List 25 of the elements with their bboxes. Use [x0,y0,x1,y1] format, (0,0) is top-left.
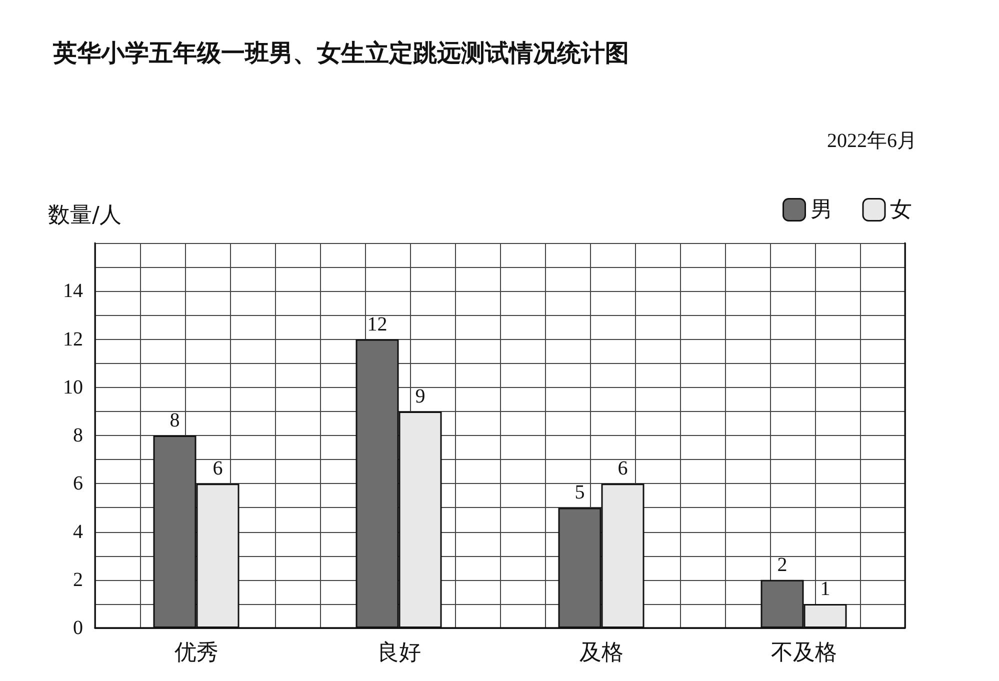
chart-subtitle: 2022年6月 [827,130,917,152]
y-tick-label: 4 [73,520,83,543]
data-label: 9 [415,385,426,408]
y-tick-label: 0 [73,617,83,639]
chart-title: 英华小学五年级一班男、女生立定跳远测试情况统计图 [52,39,629,67]
y-tick-label: 6 [73,472,83,495]
y-tick-label: 12 [63,328,83,350]
y-tick-label: 8 [73,424,83,446]
y-tick-label: 2 [73,568,83,591]
data-label: 6 [618,458,628,480]
x-tick-label: 良好 [376,640,421,666]
y-tick-label: 10 [63,376,83,398]
data-label: 2 [777,554,788,576]
data-label: 5 [574,482,585,504]
data-label: 6 [212,458,223,480]
y-tick-label: 14 [63,280,83,302]
y-axis-title: 数量/人 [48,202,122,230]
legend-label: 女 [890,197,912,222]
x-tick-label: 优秀 [174,640,218,666]
data-label: 1 [820,578,830,600]
data-label: 8 [170,410,180,432]
legend-label: 男 [810,197,832,222]
x-tick-label: 不及格 [770,640,837,666]
data-label: 12 [367,313,388,336]
x-tick-label: 及格 [579,640,624,666]
